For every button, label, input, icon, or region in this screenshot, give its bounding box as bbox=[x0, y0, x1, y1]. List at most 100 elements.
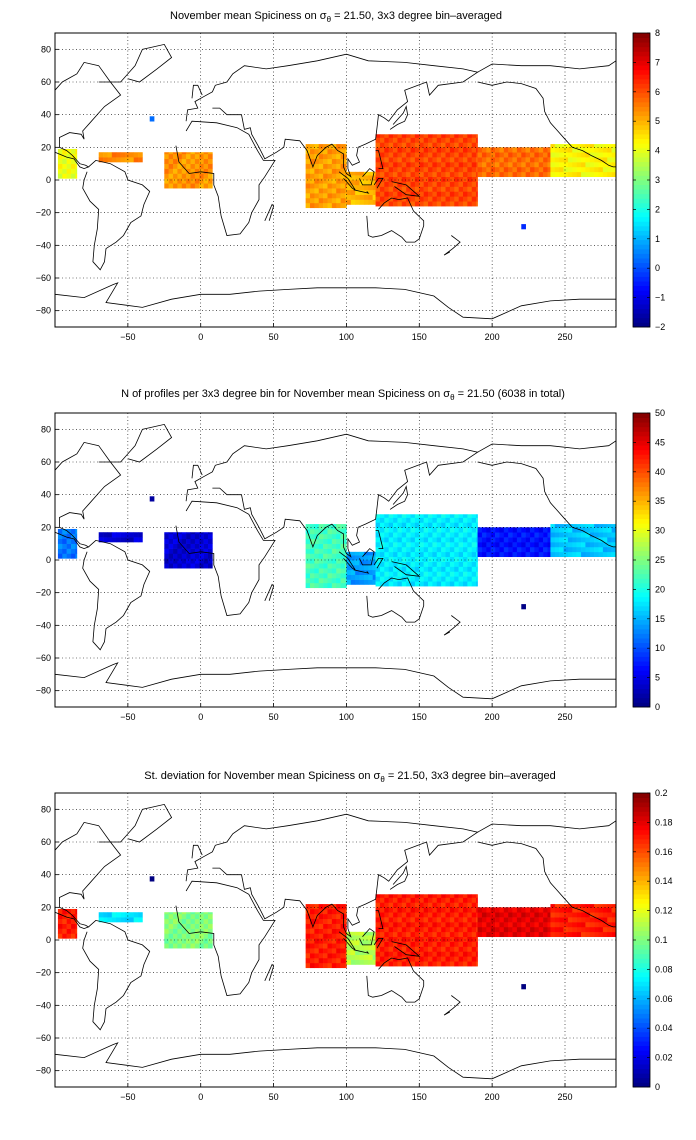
data-cell bbox=[436, 196, 442, 202]
data-cell bbox=[467, 527, 473, 533]
colorbar-segment bbox=[633, 422, 650, 428]
coastline bbox=[98, 423, 173, 463]
data-cell bbox=[393, 186, 398, 192]
y-tick-label: 0 bbox=[46, 935, 51, 945]
data-cell bbox=[375, 162, 381, 168]
data-cell bbox=[559, 157, 564, 163]
data-cell bbox=[397, 537, 403, 543]
data-cell bbox=[336, 144, 341, 150]
data-cell bbox=[449, 162, 455, 168]
data-cell bbox=[199, 152, 204, 155]
data-cell bbox=[340, 948, 346, 954]
colorbar-segment bbox=[633, 308, 650, 314]
data-cell bbox=[486, 546, 491, 553]
colorbar-segment bbox=[633, 180, 650, 185]
data-cell bbox=[481, 922, 487, 928]
data-cell bbox=[199, 163, 204, 169]
data-cell bbox=[458, 581, 464, 587]
data-cell bbox=[66, 923, 72, 929]
data-cell bbox=[563, 931, 569, 938]
data-cell bbox=[410, 946, 416, 952]
data-cell bbox=[414, 917, 420, 923]
coastline bbox=[477, 841, 616, 928]
data-cell bbox=[323, 533, 328, 540]
data-cell bbox=[375, 166, 381, 173]
data-cell bbox=[576, 904, 582, 908]
data-cell bbox=[414, 897, 420, 903]
data-cell bbox=[538, 532, 544, 538]
data-cell bbox=[199, 548, 204, 554]
colorbar-segment bbox=[633, 661, 650, 667]
data-cell bbox=[428, 956, 433, 962]
data-cell bbox=[534, 546, 540, 553]
data-cell bbox=[323, 957, 328, 964]
data-cell bbox=[199, 158, 204, 164]
coastline bbox=[443, 615, 461, 636]
data-cell bbox=[355, 189, 360, 195]
data-cell bbox=[410, 951, 416, 957]
data-cell bbox=[432, 917, 438, 923]
data-cell bbox=[559, 527, 564, 533]
data-cell bbox=[379, 196, 385, 202]
data-cell bbox=[336, 908, 341, 915]
data-cell bbox=[423, 941, 429, 947]
data-cell bbox=[323, 163, 328, 169]
data-cell bbox=[168, 173, 174, 179]
data-cell bbox=[186, 538, 191, 544]
data-cell bbox=[388, 894, 394, 898]
data-cell bbox=[521, 912, 526, 918]
data-cell bbox=[173, 183, 178, 189]
data-cell bbox=[486, 162, 491, 168]
data-cell bbox=[388, 922, 394, 928]
colorbar-segment bbox=[633, 972, 650, 978]
data-cell bbox=[423, 894, 429, 898]
data-cell bbox=[428, 546, 433, 553]
data-cell bbox=[490, 147, 496, 153]
colorbar-tick-label: 0.06 bbox=[655, 994, 673, 1004]
data-cell bbox=[314, 904, 320, 910]
data-cell bbox=[414, 931, 420, 938]
data-cell bbox=[164, 178, 169, 184]
data-cell bbox=[401, 191, 407, 197]
data-cell bbox=[594, 917, 599, 923]
data-cell bbox=[406, 517, 411, 523]
colorbar-segment bbox=[633, 184, 650, 190]
data-cell bbox=[346, 175, 352, 181]
data-cell bbox=[305, 173, 311, 179]
data-cell bbox=[602, 912, 608, 918]
data-cell bbox=[318, 548, 324, 554]
data-cell bbox=[379, 181, 385, 187]
data-cell bbox=[576, 524, 582, 528]
data-cell bbox=[428, 134, 433, 138]
data-cell bbox=[547, 527, 551, 533]
data-cell bbox=[449, 946, 455, 952]
data-cell bbox=[454, 897, 459, 903]
data-cell bbox=[458, 166, 464, 173]
data-cell bbox=[503, 166, 509, 173]
data-cell bbox=[406, 941, 411, 947]
data-cell bbox=[336, 563, 341, 569]
colorbar-segment bbox=[633, 1027, 650, 1033]
colorbar-segment bbox=[633, 550, 650, 556]
data-cell bbox=[428, 576, 433, 582]
data-cell bbox=[454, 546, 459, 553]
data-cell bbox=[471, 961, 477, 967]
data-cell bbox=[190, 163, 196, 169]
data-cell bbox=[388, 926, 394, 933]
data-cell bbox=[486, 542, 491, 548]
colorbar-tick-label: 15 bbox=[655, 614, 665, 624]
data-cell bbox=[432, 956, 438, 962]
data-cell bbox=[350, 171, 356, 176]
data-cell bbox=[486, 147, 491, 153]
data-cell bbox=[186, 533, 191, 540]
data-cell bbox=[350, 560, 356, 566]
data-cell bbox=[305, 904, 311, 910]
data-cell bbox=[414, 542, 420, 548]
data-cell bbox=[428, 951, 433, 957]
data-cell bbox=[327, 148, 333, 155]
data-cell bbox=[314, 957, 320, 964]
data-cell bbox=[550, 162, 556, 168]
data-cell bbox=[554, 524, 560, 528]
data-cell bbox=[441, 546, 446, 553]
